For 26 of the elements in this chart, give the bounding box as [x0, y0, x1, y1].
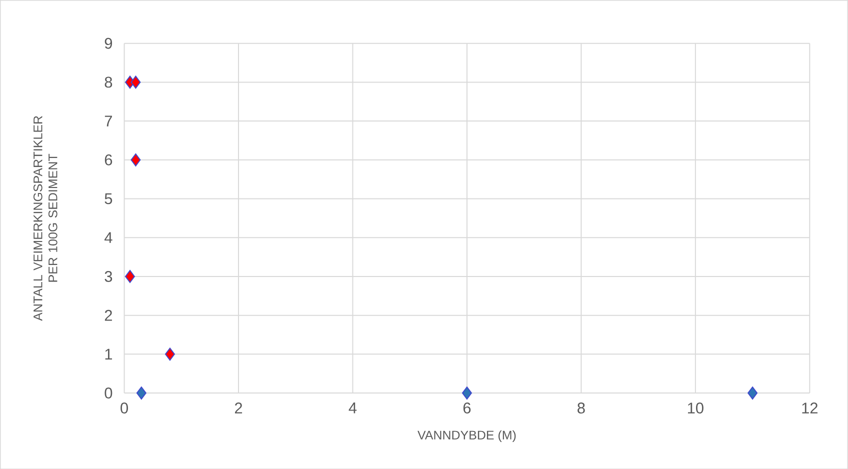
y-tick-label: 0 [104, 387, 112, 398]
x-tick-label: 4 [348, 402, 357, 414]
point [462, 386, 472, 400]
point [748, 386, 758, 400]
point [130, 76, 141, 89]
y-axis-title: ANTALL VEIMERKINGSPARTIKLER PER 100G SEDIMENT [33, 116, 58, 321]
y-tick-label: 6 [104, 154, 112, 166]
y-tick-label: 4 [104, 232, 112, 243]
x-tick-label: 8 [578, 402, 585, 414]
x-tick-label: 12 [802, 402, 818, 414]
point [130, 153, 141, 166]
x-tick-label: 0 [120, 402, 128, 414]
x-tick-label: 2 [234, 402, 242, 414]
y-tick-label: 2 [104, 310, 112, 321]
y-tick-label: 5 [104, 193, 112, 204]
y-tick-label: 1 [105, 348, 112, 360]
x-tick-label: 10 [688, 402, 704, 414]
point [124, 270, 135, 283]
x-axis-title: VANNDYBDE (M) [418, 430, 516, 442]
y-tick-label: 7 [104, 116, 112, 126]
y-tick-label: 9 [104, 38, 112, 49]
x-tick-label: 6 [463, 402, 471, 414]
point [136, 386, 146, 400]
y-tick-label: 8 [104, 76, 112, 88]
point [164, 348, 175, 361]
y-tick-label: 3 [104, 270, 112, 282]
